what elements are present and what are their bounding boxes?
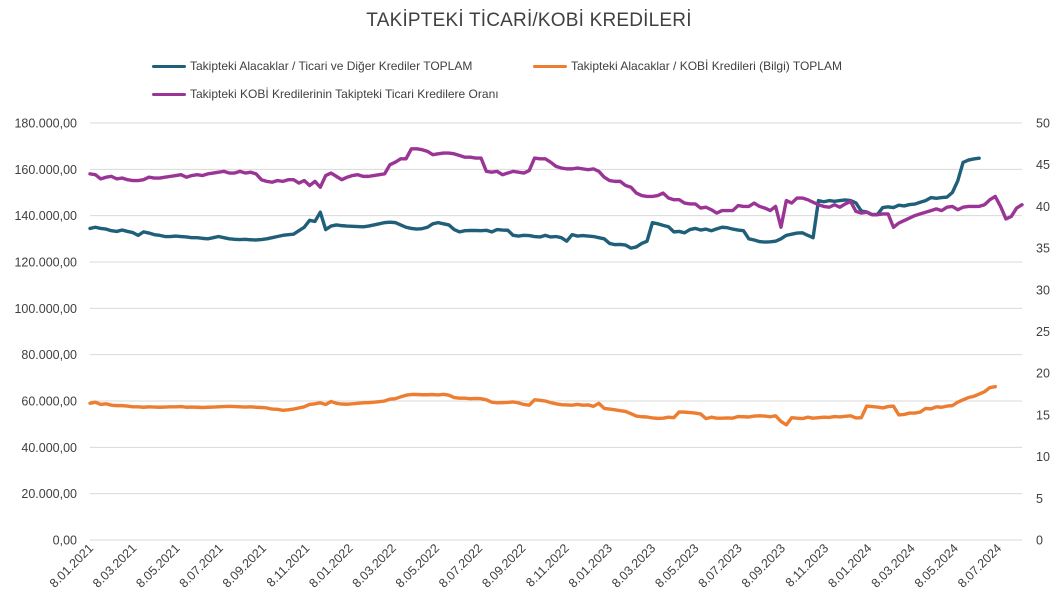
x-tick-label: 8.01.2022 (306, 541, 355, 590)
chart-legend: Takipteki Alacaklar / Ticari ve Diğer Kr… (0, 56, 1058, 102)
series-line-2 (88, 384, 997, 427)
y-right-tick-label: 25 (1036, 325, 1050, 339)
x-tick-label: 8.05.2024 (912, 541, 961, 590)
legend-item-series-3: Takipteki KOBİ Kredilerinin Takipteki Ti… (152, 87, 499, 101)
x-tick-label: 8.03.2023 (609, 541, 658, 590)
chart-title: TAKİPTEKİ TİCARİ/KOBİ KREDİLERİ (366, 10, 692, 31)
y-left-tick-label: 40.000,00 (21, 441, 77, 455)
x-tick-label: 8.05.2022 (393, 541, 442, 590)
y-left-tick-label: 0,00 (53, 534, 77, 548)
series-line-1 (88, 156, 981, 250)
legend-label-series-1: Takipteki Alacaklar / Ticari ve Diğer Kr… (190, 59, 473, 73)
legend-label-series-2: Takipteki Alacaklar / KOBİ Kredileri (Bi… (571, 59, 842, 73)
legend-item-series-1: Takipteki Alacaklar / Ticari ve Diğer Kr… (152, 59, 472, 73)
y-right-tick-label: 10 (1036, 450, 1050, 464)
y-left-tick-label: 100.000,00 (14, 302, 77, 316)
y-right-tick-label: 45 (1036, 158, 1050, 172)
x-tick-label: 8.11.2023 (783, 541, 832, 590)
x-tick-label: 8.01.2024 (825, 541, 874, 590)
x-tick-label: 8.09.2023 (739, 541, 788, 590)
x-tick-label: 8.11.2022 (523, 541, 572, 590)
y-right-tick-label: 50 (1036, 117, 1050, 131)
x-tick-label: 8.03.2022 (350, 541, 399, 590)
x-tick-label: 8.03.2021 (90, 541, 139, 590)
x-tick-label: 8.07.2023 (696, 541, 745, 590)
y-right-tick-label: 5 (1036, 492, 1043, 506)
y-left-tick-label: 20.000,00 (21, 487, 77, 501)
y-right-tick-label: 15 (1036, 408, 1050, 422)
legend-swatch-series-1 (152, 64, 186, 68)
x-tick-label: 8.09.2021 (220, 541, 269, 590)
x-tick-label: 8.07.2022 (436, 541, 485, 590)
legend-label-series-3: Takipteki KOBİ Kredilerinin Takipteki Ti… (190, 87, 499, 101)
y-right-tick-label: 30 (1036, 283, 1050, 297)
y-right-tick-label: 0 (1036, 534, 1043, 548)
legend-swatch-series-3 (152, 92, 186, 96)
x-tick-label: 8.01.2021 (47, 541, 96, 590)
y-left-tick-label: 120.000,00 (14, 256, 77, 270)
x-tick-label: 8.01.2023 (566, 541, 615, 590)
y-right-tick-label: 20 (1036, 367, 1050, 381)
series-line-3 (88, 147, 1024, 229)
x-tick-label: 8.09.2022 (479, 541, 528, 590)
x-tick-label: 8.05.2021 (133, 541, 182, 590)
y-left-tick-label: 160.000,00 (14, 163, 77, 177)
y-left-tick-label: 140.000,00 (14, 209, 77, 223)
x-tick-label: 8.07.2021 (177, 541, 226, 590)
x-tick-label: 8.05.2023 (652, 541, 701, 590)
x-tick-label: 8.07.2024 (955, 541, 1004, 590)
y-left-tick-label: 60.000,00 (21, 395, 77, 409)
y-left-tick-label: 180.000,00 (14, 117, 77, 131)
legend-swatch-series-2 (533, 64, 567, 68)
y-right-tick-label: 35 (1036, 242, 1050, 256)
x-tick-label: 8.11.2021 (264, 541, 313, 590)
y-right-tick-label: 40 (1036, 200, 1050, 214)
x-tick-label: 8.03.2024 (869, 541, 918, 590)
y-left-tick-label: 80.000,00 (21, 348, 77, 362)
legend-item-series-2: Takipteki Alacaklar / KOBİ Kredileri (Bi… (533, 59, 842, 73)
